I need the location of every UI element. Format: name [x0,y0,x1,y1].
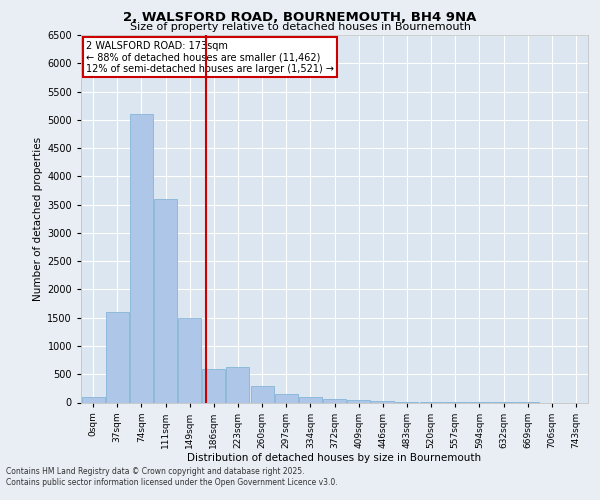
Bar [178,318,201,402]
Bar [251,386,274,402]
Bar [106,312,128,402]
Bar [323,399,346,402]
Bar [130,114,153,403]
X-axis label: Distribution of detached houses by size in Bournemouth: Distribution of detached houses by size … [187,454,482,464]
Y-axis label: Number of detached properties: Number of detached properties [33,136,43,301]
Bar [226,368,250,402]
Bar [275,394,298,402]
Text: Contains public sector information licensed under the Open Government Licence v3: Contains public sector information licen… [6,478,338,487]
Text: 2 WALSFORD ROAD: 173sqm
← 88% of detached houses are smaller (11,462)
12% of sem: 2 WALSFORD ROAD: 173sqm ← 88% of detache… [86,40,334,74]
Text: Contains HM Land Registry data © Crown copyright and database right 2025.: Contains HM Land Registry data © Crown c… [6,467,305,476]
Bar [202,368,225,402]
Text: Size of property relative to detached houses in Bournemouth: Size of property relative to detached ho… [130,22,470,32]
Bar [299,397,322,402]
Bar [347,400,370,402]
Bar [154,199,177,402]
Bar [82,397,104,402]
Text: 2, WALSFORD ROAD, BOURNEMOUTH, BH4 9NA: 2, WALSFORD ROAD, BOURNEMOUTH, BH4 9NA [124,11,476,24]
